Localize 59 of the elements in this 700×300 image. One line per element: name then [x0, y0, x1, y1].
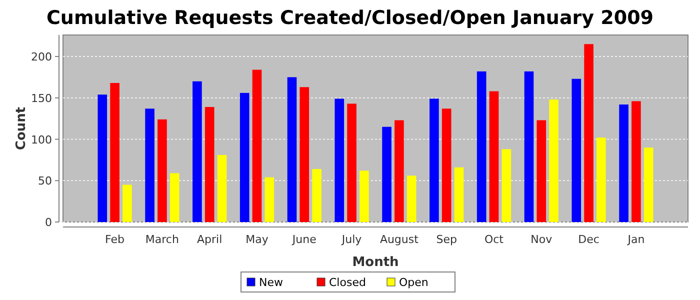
y-tick-label: 150 [31, 92, 52, 105]
x-axis-title: Month [352, 255, 399, 270]
bar [382, 126, 392, 222]
bar [252, 70, 262, 222]
bar [549, 100, 558, 222]
x-tick-label: Sep [436, 233, 457, 246]
bar [430, 98, 439, 222]
bar [360, 170, 369, 222]
bar [347, 104, 356, 222]
bar [644, 148, 654, 222]
bar [217, 154, 227, 222]
x-tick-label: July [340, 233, 362, 246]
bar [596, 138, 606, 222]
bar [158, 119, 167, 222]
bar [476, 71, 486, 222]
bar [524, 71, 534, 222]
x-tick-label: March [145, 233, 179, 246]
bar [489, 91, 499, 222]
bar [619, 104, 628, 222]
bar [394, 120, 404, 222]
bar [584, 44, 594, 222]
x-tick-label: Jan [626, 233, 645, 246]
y-axis-title: Count [14, 106, 29, 150]
bar [406, 176, 416, 222]
bar [536, 120, 546, 222]
bar [312, 169, 322, 222]
bar [170, 173, 180, 222]
bar [110, 82, 120, 222]
bar [502, 149, 512, 222]
bar [287, 77, 297, 222]
x-tick-label: Feb [105, 233, 125, 246]
bar [632, 101, 641, 222]
bar [454, 167, 464, 222]
bar [264, 177, 274, 222]
bar [122, 184, 132, 222]
x-tick-label: August [380, 233, 420, 246]
x-tick-label: June [291, 233, 317, 246]
y-tick-label: 50 [38, 174, 52, 188]
y-tick-label: 100 [31, 133, 52, 146]
x-tick-label: Oct [484, 233, 504, 246]
bar [240, 92, 250, 222]
x-tick-label: Dec [578, 233, 600, 246]
bar [192, 81, 202, 222]
legend-label: New [259, 276, 283, 289]
chart-title: Cumulative Requests Created/Closed/Open January 2009 [46, 7, 654, 29]
y-tick-label: 0 [45, 216, 52, 229]
x-tick-label: April [197, 233, 222, 246]
x-tick-label: May [246, 233, 269, 246]
bar [98, 94, 108, 222]
bar [300, 87, 310, 222]
bar [204, 106, 214, 222]
bar [442, 108, 452, 222]
legend-label: Open [399, 276, 428, 289]
x-tick-label: Nov [530, 233, 553, 246]
legend-label: Closed [329, 276, 366, 289]
bar [145, 108, 154, 222]
bar [572, 78, 582, 222]
bar [334, 98, 344, 222]
y-tick-label: 200 [31, 50, 52, 64]
